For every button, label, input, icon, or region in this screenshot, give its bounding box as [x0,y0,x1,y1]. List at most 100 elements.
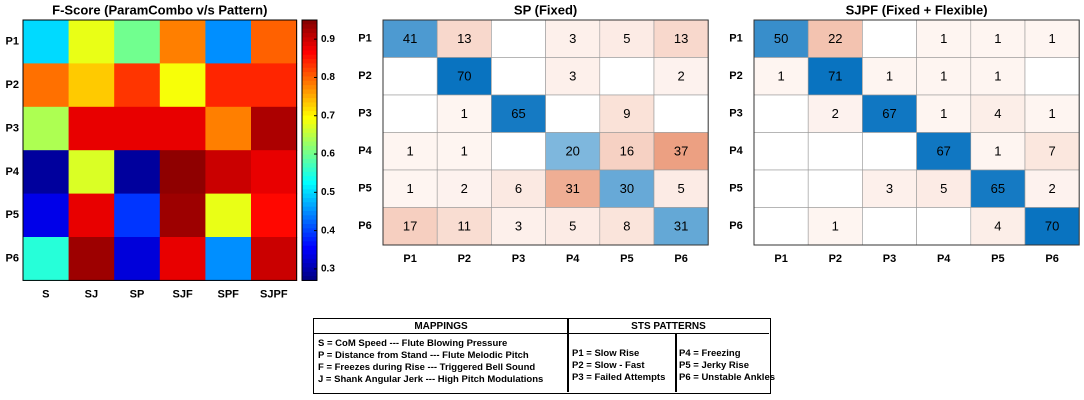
colorbar-segment [302,145,317,151]
cell-value: 30 [620,181,634,196]
matrix-cell [862,94,917,133]
heatmap-cell [251,63,298,108]
heatmap-cell [68,106,115,151]
colorbar-segment [302,150,317,156]
heatmap-cell [23,63,70,108]
y-tick-label: P4 [358,145,372,157]
colorbar-segment [302,128,317,134]
x-tick-label: SJF [173,288,193,300]
colorbar-segment [302,89,317,95]
colorbar-segment [302,37,317,43]
cell-value: 1 [940,31,947,46]
colorbar-segment [302,24,317,30]
heatmap-cell [23,193,70,238]
colorbar-segment [302,163,317,169]
y-tick-label: P6 [358,220,371,232]
colorbar-segment [302,189,317,195]
cell-value: 2 [832,106,839,121]
cell-value: 71 [828,69,842,84]
colorbar-segment [302,228,317,234]
matrix-cell [436,207,492,246]
cell-value: 41 [403,31,417,46]
matrix-cell [382,94,438,133]
matrix-cell [653,94,709,133]
cell-value: 3 [569,31,576,46]
colorbar-tick-label: 0.3 [321,264,335,275]
cell-value: 11 [458,219,472,234]
matrix-cell [753,169,809,208]
heatmap-cell [23,150,70,195]
x-tick-label: P3 [512,253,525,265]
matrix-cell [916,132,972,171]
colorbar-segment [302,28,317,34]
pattern-line: P4 = Freezing [679,348,741,359]
legend-table: MAPPINGS STS PATTERNS S = CoM Speed --- … [313,318,775,394]
matrix-cell [807,94,863,133]
cell-value: 70 [457,69,471,84]
cell-value: 37 [674,144,688,159]
matrix-cell [753,57,809,96]
heatmap-cell [159,106,206,151]
pattern-line: P3 = Failed Attempts [572,372,666,383]
cell-value: 1 [994,144,1001,159]
matrix-cell [491,19,546,58]
cell-value: 1 [886,69,893,84]
x-tick-label: P2 [458,253,471,265]
cell-value: 70 [1045,219,1059,234]
matrix-cell [382,19,438,58]
colorbar-segment [302,232,317,238]
colorbar-segment [302,59,317,64]
matrix-cell [599,207,655,246]
matrix-cell [653,57,709,96]
colorbar-segment [302,111,317,117]
matrix-cell [545,132,601,171]
matrix-cell [807,57,863,96]
x-tick-label: P4 [937,253,951,265]
cell-value: 31 [565,181,579,196]
cell-value: 8 [623,219,630,234]
heatmap-cell [23,20,70,64]
plot-border [382,19,709,246]
y-tick-label: P5 [358,183,371,195]
matrix-cell [807,207,863,246]
heatmap-cell [114,106,161,151]
colorbar-segment [302,132,317,138]
colorbar-segment [302,210,317,216]
matrix-cell [599,169,655,208]
mapping-line: F = Freezes during Rise --- Triggered Be… [318,362,536,373]
colorbar-segment [302,141,317,147]
cell-value: 3 [515,219,522,234]
matrix-cell [1024,132,1080,171]
colorbar-segment [302,115,317,121]
matrix-cell [1024,57,1080,96]
heatmap-cell [251,150,298,195]
matrix-cell [753,207,809,246]
colorbar-segment [302,137,317,143]
matrix-cell [653,169,709,208]
y-tick-label: P3 [6,122,19,134]
cell-value: 31 [674,219,688,234]
cell-value: 1 [940,69,947,84]
colorbar-tick-label: 0.7 [321,110,335,121]
colorbar-segment [302,197,317,203]
chart-title: SJPF (Fixed + Flexible) [846,2,988,17]
fscore-heatmap: F-Score (ParamCombo v/s Pattern) P1 P2 P3 P4… [6,2,336,300]
y-tick-label: P3 [358,108,371,120]
chart-title: F-Score (ParamCombo v/s Pattern) [52,2,267,17]
y-tick-label: P1 [729,33,742,45]
cell-value: 20 [565,144,579,159]
heatmap-cell [68,20,115,64]
colorbar-segment [302,176,317,182]
matrix-cell [1024,169,1080,208]
matrix-cell [599,94,655,133]
x-tick-label: P1 [774,253,787,265]
heatmap-cell [251,193,298,238]
matrix-cell [807,132,863,171]
cell-value: 1 [406,144,413,159]
matrix-cell [653,19,709,58]
y-tick-label: P1 [6,36,19,48]
colorbar-segment [302,250,317,255]
y-tick-label: P2 [729,70,742,82]
x-tick-label: SJPF [260,288,288,300]
